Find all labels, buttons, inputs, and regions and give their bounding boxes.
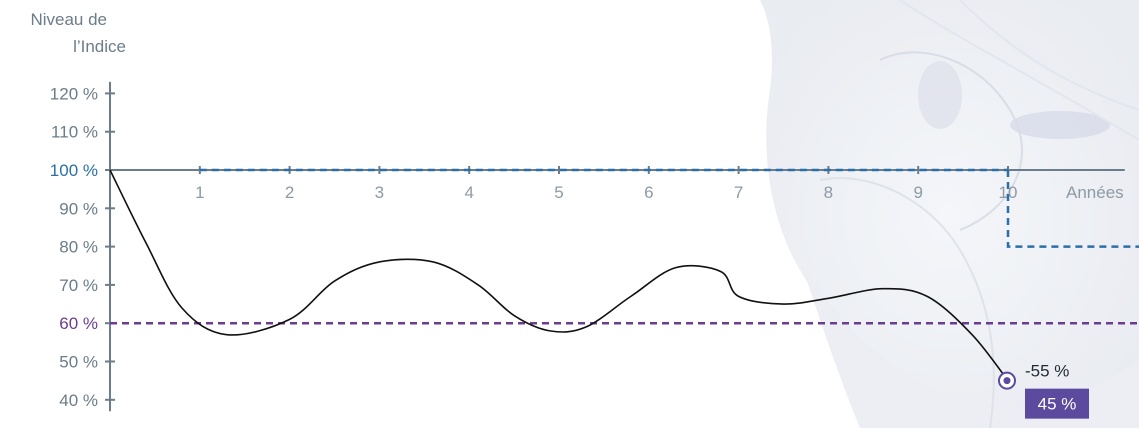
y-tick-label: 90 % bbox=[59, 199, 98, 218]
x-tick-label: 1 bbox=[195, 183, 204, 202]
y-tick-label: 50 % bbox=[59, 353, 98, 372]
end-marker-inner bbox=[1003, 377, 1011, 385]
x-tick-label: 10 bbox=[999, 183, 1018, 202]
x-tick-label: 7 bbox=[734, 183, 743, 202]
y-axis-label-line1: Niveau de bbox=[30, 10, 107, 29]
y-tick-label: 70 % bbox=[59, 276, 98, 295]
x-tick-label: 4 bbox=[464, 183, 473, 202]
step-line bbox=[1006, 170, 1139, 248]
y-tick-label: 100 % bbox=[50, 161, 98, 180]
end-value-badge bbox=[1025, 388, 1089, 419]
end-value-label: 45 % bbox=[1038, 395, 1077, 414]
y-tick-label: 40 % bbox=[59, 391, 98, 410]
y-axis-label-line2: l’Indice bbox=[73, 37, 126, 56]
series-line bbox=[109, 169, 1009, 382]
end-marker: -55 % 45 % bbox=[998, 362, 1089, 419]
end-change-label: -55 % bbox=[1025, 362, 1069, 381]
x-axis-label: Années bbox=[1066, 183, 1124, 202]
y-tick-label: 80 % bbox=[59, 238, 98, 257]
x-tick-label: 9 bbox=[913, 183, 922, 202]
x-tick-label: 6 bbox=[644, 183, 653, 202]
background-illustration bbox=[760, 0, 1139, 428]
x-tick-label: 5 bbox=[554, 183, 563, 202]
y-tick-label: 110 % bbox=[51, 123, 98, 142]
x-tick-label: 8 bbox=[824, 183, 833, 202]
y-tick-label: 120 % bbox=[50, 84, 98, 103]
x-tick-label: 3 bbox=[375, 183, 384, 202]
series-group bbox=[109, 169, 1009, 382]
y-ticks: 120 % 110 % 100 % 90 % 80 % 70 % 60 % 50 % 40 % bbox=[50, 84, 115, 410]
y-tick-label: 60 % bbox=[59, 314, 98, 333]
x-tick-label: 2 bbox=[285, 183, 294, 202]
x-ticks: 1 2 3 4 5 6 7 8 9 10 bbox=[195, 166, 1017, 202]
